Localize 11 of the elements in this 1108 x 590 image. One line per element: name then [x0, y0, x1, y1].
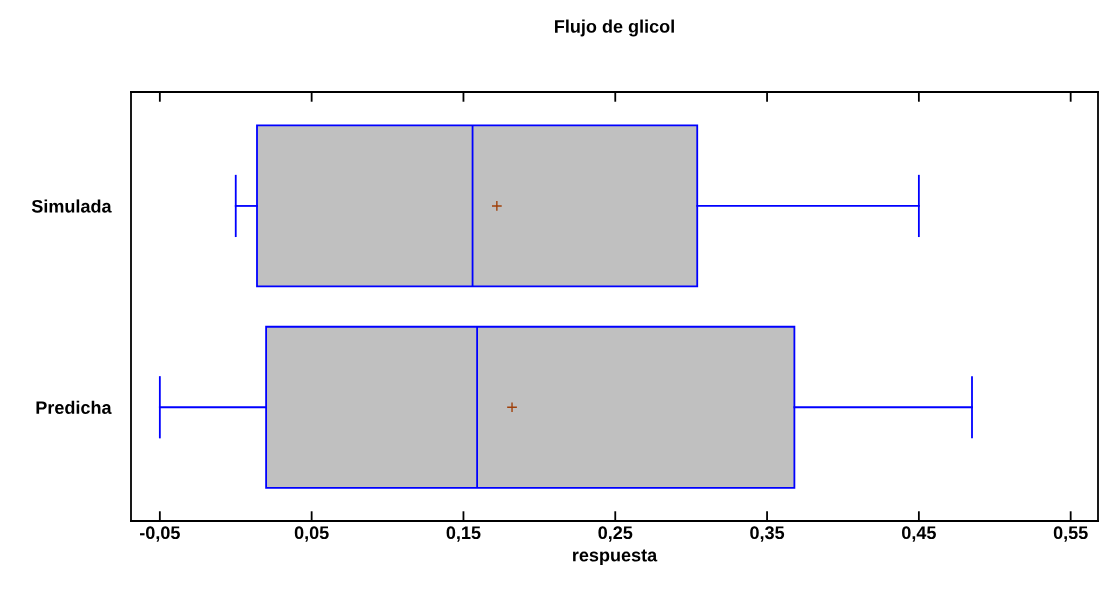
chart-title: Flujo de glicol: [555, 19, 674, 37]
x-tick-label: 0,35: [750, 526, 785, 542]
y-tick-label: Simulada: [31, 199, 112, 213]
x-tick-label: -0,05: [139, 526, 180, 542]
x-tick-label: 0,15: [446, 526, 481, 542]
x-tick-label: 0,25: [598, 526, 633, 542]
x-tick-label: 0,45: [902, 526, 936, 542]
x-tick-label: 0,05: [294, 526, 329, 542]
x-tick-label: 0,55: [1053, 526, 1088, 542]
y-tick-label: Predicha: [36, 400, 112, 414]
x-axis-title: respuesta: [573, 549, 658, 566]
